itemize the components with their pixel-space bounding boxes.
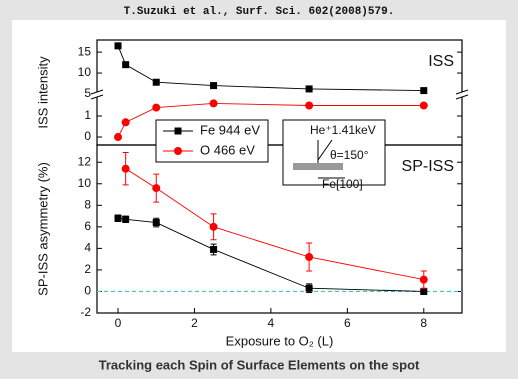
x-tick-label: 8: [420, 316, 427, 330]
inset-direction: Fe[100]: [322, 177, 363, 191]
axis-break: [455, 89, 469, 95]
point: [305, 284, 313, 292]
y-tick-label: 12: [78, 154, 92, 168]
point: [210, 245, 218, 253]
inset: He⁺1.41keV θ=150° Fe[100]: [282, 119, 386, 191]
y-tick-label: 8: [84, 197, 91, 211]
x-tick-label: 4: [268, 316, 275, 330]
point: [420, 87, 428, 95]
y-tick-label: 1: [84, 108, 91, 122]
x-tick-label: 0: [115, 316, 122, 330]
y-tick-label: -2: [80, 305, 91, 319]
legend-marker: [174, 127, 182, 135]
panel-label: ISS: [428, 53, 454, 70]
point: [122, 61, 130, 69]
y-tick-label: 15: [78, 44, 92, 58]
point: [420, 287, 428, 295]
x-axis-title: Exposure to O₂ (L): [226, 333, 334, 348]
beam-arrow: [317, 139, 333, 161]
inset-angle: θ=150°: [330, 148, 369, 162]
y-tick-label: 4: [84, 241, 91, 255]
caption: Tracking each Spin of Surface Elements o…: [99, 357, 420, 372]
y-tick-label: 6: [84, 219, 91, 233]
point: [152, 184, 161, 193]
y-tick-label: 2: [84, 262, 91, 276]
point: [152, 219, 160, 227]
legend-label: Fe 944 eV: [200, 122, 260, 137]
panel-label: SP-ISS: [402, 158, 454, 175]
point: [305, 101, 314, 110]
figure-background: [12, 20, 506, 352]
inset-beam: He⁺1.41keV: [310, 123, 376, 137]
y-tick-label: 0: [84, 284, 91, 298]
y-tick-label: 10: [78, 65, 92, 79]
inset-frame: [282, 119, 386, 186]
y-axis-title: ISS intensity: [35, 56, 50, 129]
legend-label: O 466 eV: [200, 142, 255, 157]
point: [419, 275, 428, 284]
point: [209, 99, 218, 108]
plot-frame: [96, 144, 463, 314]
point: [305, 85, 313, 93]
y-tick-label: 0: [84, 129, 91, 143]
y-tick-label: 10: [78, 176, 92, 190]
point: [122, 215, 130, 223]
axis-break: [90, 89, 104, 95]
axis-break: [456, 92, 468, 97]
x-tick-label: 6: [344, 316, 351, 330]
y-axis-title: SP-ISS asymmetry (%): [35, 162, 50, 296]
header: T.Suzuki et al., Surf. Sci. 602(2008)579…: [124, 6, 395, 18]
point: [305, 253, 314, 261]
point: [114, 133, 123, 142]
legend-frame: [155, 119, 269, 163]
point: [121, 118, 130, 127]
x-tick-label: 2: [191, 316, 198, 330]
point: [114, 42, 122, 50]
sample: [293, 163, 343, 170]
point: [209, 222, 218, 231]
point: [152, 103, 161, 112]
axis-break: [91, 92, 103, 97]
axis-break: [455, 94, 469, 100]
legend-marker: [174, 147, 182, 155]
point: [121, 164, 130, 173]
y-tick-label: 5: [84, 86, 91, 100]
point: [114, 214, 122, 222]
axis-break: [90, 94, 104, 100]
point: [419, 101, 428, 110]
point: [152, 78, 160, 86]
point: [210, 82, 218, 90]
